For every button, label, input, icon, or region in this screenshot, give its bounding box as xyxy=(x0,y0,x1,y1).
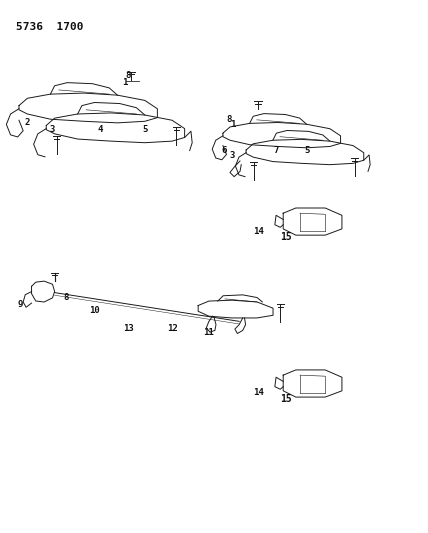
Text: 8: 8 xyxy=(125,71,131,80)
Text: 11: 11 xyxy=(204,328,214,337)
Text: 1: 1 xyxy=(122,78,128,87)
Text: 3: 3 xyxy=(49,125,54,134)
Text: 5: 5 xyxy=(142,125,148,134)
Text: 4: 4 xyxy=(97,125,103,134)
Text: 14: 14 xyxy=(253,389,264,398)
Text: 5: 5 xyxy=(304,146,310,155)
Text: 1: 1 xyxy=(230,120,235,130)
Text: 10: 10 xyxy=(89,306,100,316)
Text: 9: 9 xyxy=(18,300,23,309)
Text: 6: 6 xyxy=(222,146,227,155)
Text: 14: 14 xyxy=(253,227,264,236)
Text: 3: 3 xyxy=(229,151,235,160)
Text: 12: 12 xyxy=(166,324,178,333)
Text: 13: 13 xyxy=(123,324,134,333)
Text: 5736  1700: 5736 1700 xyxy=(16,22,83,33)
Text: 7: 7 xyxy=(273,146,279,155)
Text: 2: 2 xyxy=(25,118,30,127)
Text: 15: 15 xyxy=(280,232,292,243)
Text: 8: 8 xyxy=(64,293,69,302)
Text: 8: 8 xyxy=(226,115,232,124)
Text: 15: 15 xyxy=(280,394,292,403)
